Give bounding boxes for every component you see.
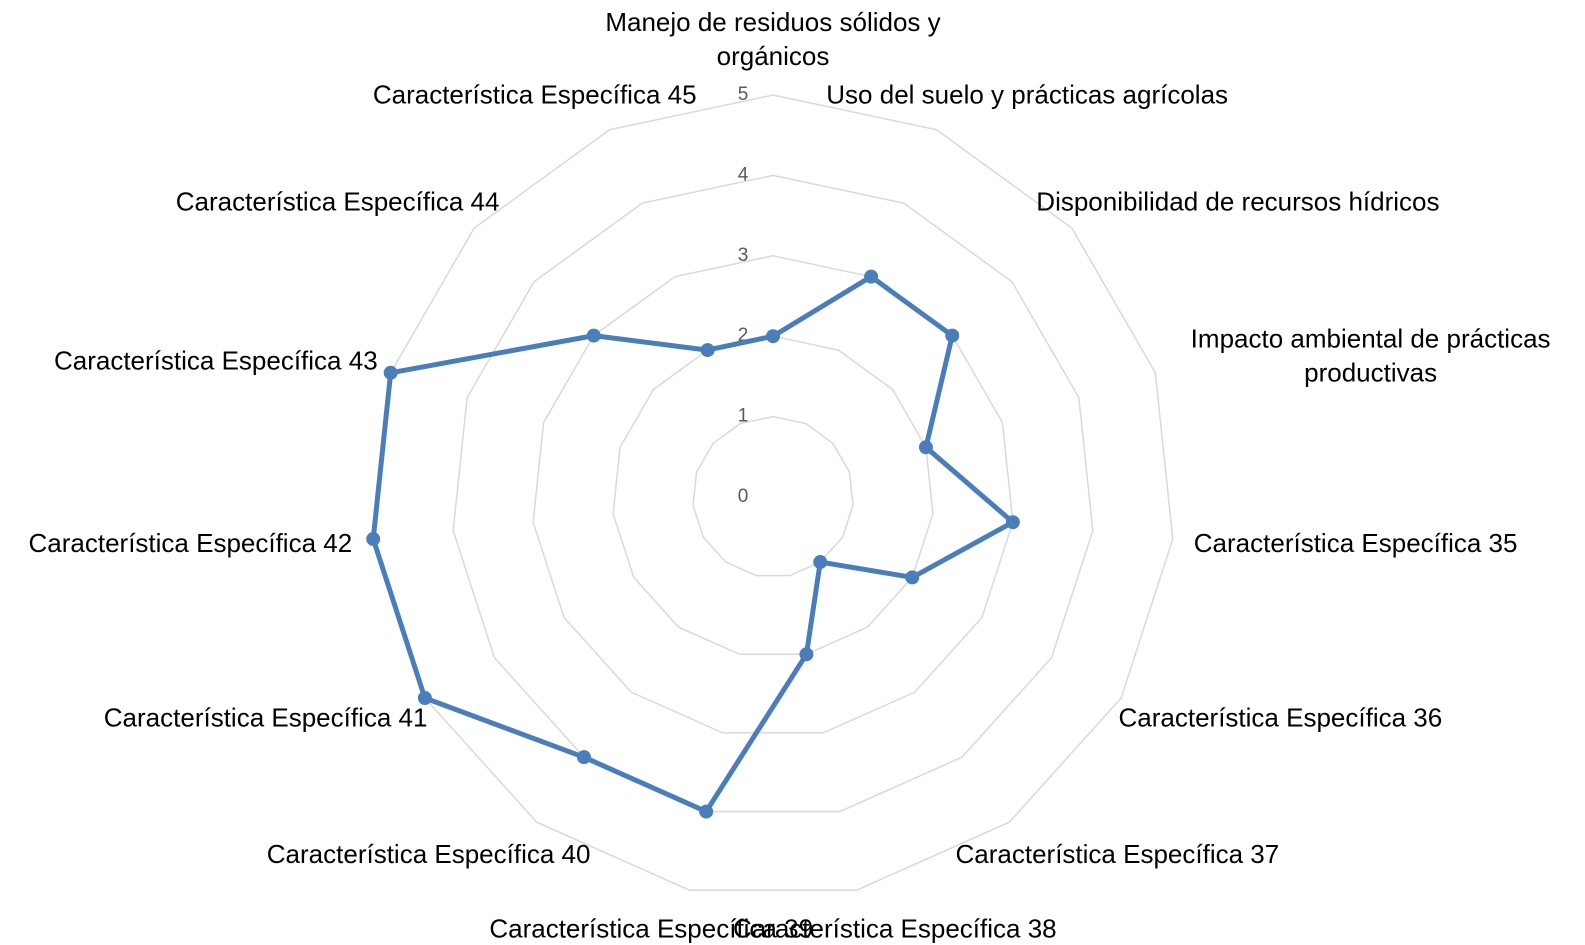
data-point <box>366 532 381 547</box>
r-tick-label: 3 <box>738 245 749 266</box>
data-point <box>864 269 879 284</box>
category-label: Disponibilidad de recursos hídricos <box>1036 186 1440 217</box>
data-point <box>586 328 601 343</box>
grid-ring <box>372 94 1174 891</box>
data-point <box>905 570 920 585</box>
r-tick-label: 0 <box>738 486 749 507</box>
category-label: Característica Específica 45 <box>372 79 697 110</box>
category-label: Característica Específica 40 <box>266 838 591 869</box>
r-tick-label: 1 <box>738 406 749 427</box>
grid-ring <box>532 255 1014 734</box>
data-point <box>699 804 714 819</box>
category-label: Manejo de residuos sólidos y orgánicos <box>605 7 941 71</box>
data-point <box>417 691 432 705</box>
category-label: Característica Específica 41 <box>103 702 428 733</box>
data-point <box>576 750 591 765</box>
r-tick-label: 5 <box>738 84 749 105</box>
data-point <box>766 329 780 344</box>
grid-ring <box>452 174 1094 813</box>
data-point <box>918 440 933 455</box>
data-point <box>383 365 398 380</box>
data-point <box>1005 515 1020 530</box>
r-tick-label: 4 <box>738 164 749 185</box>
data-point <box>799 647 814 662</box>
category-label: Característica Específica 39 <box>489 913 814 944</box>
r-tick-label: 2 <box>738 325 749 346</box>
series-line <box>370 274 1016 815</box>
data-point <box>945 328 960 343</box>
data-point <box>813 555 828 570</box>
category-label: Característica Específica 44 <box>175 186 500 217</box>
category-label: Característica Específica 43 <box>53 345 378 376</box>
category-label: Impacto ambiental de prácticas productiv… <box>1190 323 1551 388</box>
grid-ring <box>612 335 934 656</box>
category-label: Característica Específica 42 <box>28 528 353 559</box>
category-label: Uso del suelo y prácticas agrícolas <box>826 79 1229 110</box>
category-label: Característica Específica 37 <box>955 838 1280 869</box>
grid-ring <box>692 415 854 577</box>
category-label: Característica Específica 35 <box>1193 528 1518 559</box>
data-point <box>700 343 715 358</box>
category-label: Característica Específica 36 <box>1118 702 1443 733</box>
